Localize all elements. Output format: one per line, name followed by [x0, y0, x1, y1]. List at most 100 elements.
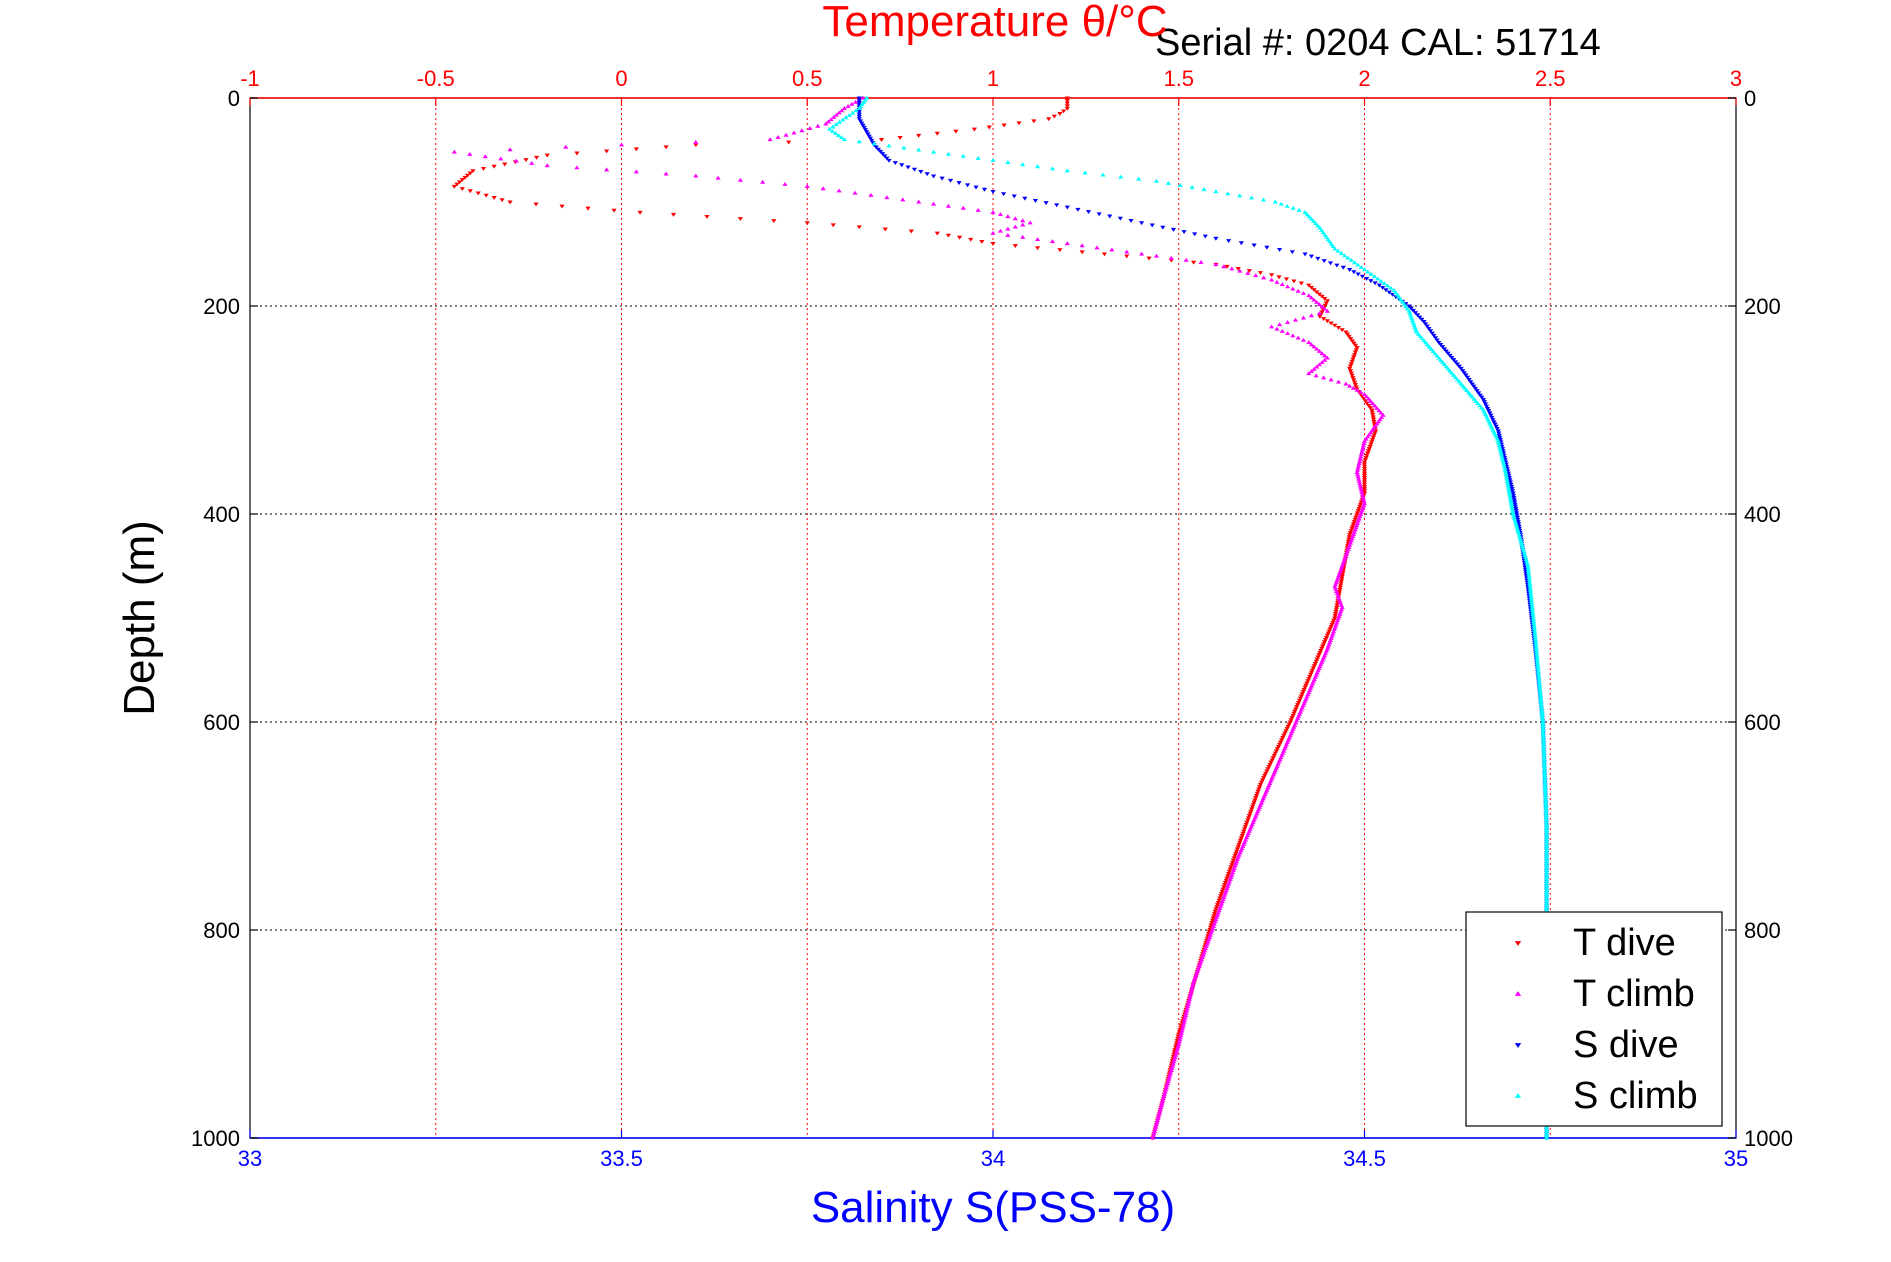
data-point-t-climb — [1336, 573, 1342, 578]
data-point-s-dive — [861, 125, 867, 130]
data-point-s-climb — [1535, 664, 1541, 669]
data-point-t-climb — [1355, 474, 1361, 479]
data-point-t-climb — [990, 210, 996, 214]
data-point-t-dive — [1361, 484, 1368, 489]
data-point-t-dive — [897, 135, 903, 140]
data-point-t-dive — [1332, 616, 1338, 621]
data-point-t-dive — [1266, 765, 1272, 769]
data-point-t-climb — [791, 130, 797, 135]
data-point-s-climb — [1537, 689, 1543, 693]
data-point-t-climb — [1361, 503, 1367, 508]
data-point-t-climb — [1150, 1133, 1156, 1138]
data-point-s-climb — [1278, 201, 1284, 206]
data-point-s-climb — [1519, 544, 1525, 549]
data-point-s-climb — [1537, 691, 1543, 696]
legend-box — [1465, 911, 1723, 1127]
data-point-s-climb — [1543, 1133, 1550, 1138]
data-point-t-climb — [1150, 1135, 1156, 1140]
data-point-t-climb — [1350, 385, 1356, 390]
data-point-t-climb — [1199, 955, 1205, 960]
data-point-t-climb — [1361, 392, 1368, 396]
data-point-s-climb — [1538, 702, 1544, 707]
data-point-t-climb — [1168, 1070, 1174, 1075]
data-point-t-climb — [1253, 273, 1259, 278]
data-point-s-dive — [1515, 517, 1521, 522]
data-point-t-climb — [1274, 326, 1280, 331]
data-point-s-dive — [1451, 358, 1457, 363]
bottom-tick-label: 33 — [238, 1146, 262, 1171]
data-point-t-dive — [1352, 383, 1359, 387]
data-point-s-climb — [1533, 645, 1539, 650]
data-point-t-climb — [1204, 941, 1210, 946]
data-point-t-climb — [1177, 1037, 1183, 1042]
data-point-t-climb — [1295, 288, 1301, 293]
data-point-s-climb — [1460, 383, 1466, 388]
data-point-t-dive — [1353, 515, 1359, 520]
data-point-s-climb — [841, 137, 847, 142]
data-point-t-dive — [1371, 419, 1377, 424]
data-point-t-dive — [1319, 294, 1325, 299]
data-point-s-climb — [1538, 697, 1544, 702]
data-point-s-dive — [1238, 241, 1244, 246]
data-point-t-climb — [1181, 1017, 1188, 1022]
data-point-t-dive — [1276, 275, 1282, 280]
data-point-s-climb — [1539, 713, 1545, 717]
data-point-t-climb — [1358, 485, 1364, 490]
data-point-t-climb — [1279, 282, 1285, 287]
data-point-s-climb — [836, 119, 843, 124]
data-point-s-climb — [1499, 456, 1506, 461]
data-point-t-climb — [737, 177, 743, 182]
data-point-t-dive — [908, 229, 914, 234]
data-point-t-dive — [1308, 672, 1314, 677]
data-point-s-climb — [1534, 656, 1540, 661]
data-point-t-climb — [1177, 1035, 1183, 1040]
data-point-s-dive — [1202, 234, 1208, 239]
data-point-t-climb — [1197, 961, 1203, 966]
data-point-s-climb — [1523, 557, 1529, 562]
data-point-t-dive — [1310, 666, 1317, 671]
data-point-s-dive — [1376, 283, 1382, 288]
data-point-t-climb — [1214, 915, 1220, 919]
data-point-t-dive — [1321, 640, 1328, 645]
data-point-s-dive — [1488, 413, 1494, 418]
data-point-t-dive — [934, 131, 940, 136]
data-point-t-climb — [1203, 944, 1209, 948]
data-point-s-climb — [1505, 485, 1512, 490]
data-point-s-climb — [1541, 766, 1548, 771]
data-point-t-climb — [1355, 472, 1361, 477]
data-point-s-climb — [1543, 845, 1550, 850]
data-point-s-dive — [1454, 362, 1460, 367]
data-point-s-dive — [1226, 239, 1232, 243]
data-point-s-dive — [880, 152, 886, 157]
data-point-s-climb — [1543, 812, 1549, 817]
data-point-s-climb — [1531, 621, 1537, 625]
data-point-s-climb — [1447, 368, 1453, 373]
data-point-t-dive — [1237, 838, 1244, 843]
data-point-s-climb — [1537, 684, 1543, 689]
data-point-t-climb — [1314, 364, 1320, 369]
data-point-t-dive — [1283, 729, 1289, 734]
data-point-s-dive — [1483, 404, 1490, 409]
data-point-s-dive — [856, 110, 862, 115]
data-point-t-climb — [1158, 1105, 1164, 1109]
data-point-t-climb — [1183, 1010, 1189, 1015]
data-point-s-dive — [1410, 308, 1416, 313]
data-point-s-climb — [1516, 531, 1522, 536]
data-point-s-climb — [1100, 172, 1106, 177]
data-point-s-climb — [1441, 362, 1447, 367]
data-point-t-climb — [574, 165, 580, 170]
data-point-t-climb — [1173, 1052, 1179, 1057]
data-point-t-climb — [1208, 930, 1214, 935]
data-point-t-climb — [1230, 870, 1236, 875]
data-point-s-dive — [1192, 232, 1198, 237]
data-point-s-dive — [1497, 435, 1503, 440]
data-point-t-climb — [1261, 275, 1267, 280]
data-point-t-climb — [1334, 577, 1340, 582]
data-point-s-climb — [1296, 207, 1302, 212]
data-point-t-climb — [1213, 917, 1219, 922]
data-point-t-climb — [1336, 614, 1342, 618]
data-point-s-dive — [1117, 216, 1123, 221]
data-point-s-dive — [990, 190, 996, 194]
data-point-t-climb — [1221, 894, 1227, 899]
